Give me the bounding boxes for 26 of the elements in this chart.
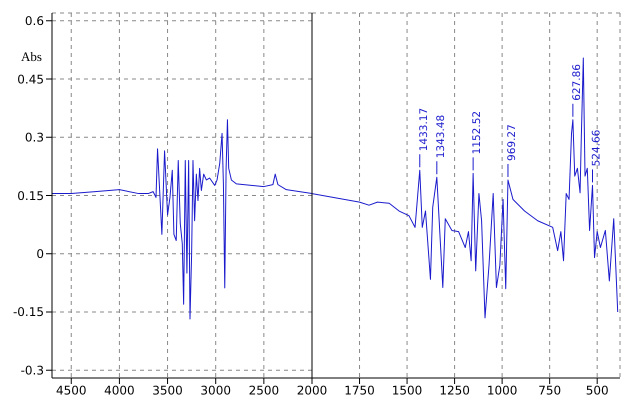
annotation: 969.27 xyxy=(506,124,518,161)
y-tick-label: 0 xyxy=(36,247,44,262)
y-tick-label: -0.3 xyxy=(20,363,44,378)
x-tick-label: 1500 xyxy=(392,384,422,398)
x-tick-label: 4000 xyxy=(104,384,135,398)
x-tick-label: 3000 xyxy=(200,384,231,398)
y-tick-label: 0.6 xyxy=(24,14,44,28)
y-tick-label: 0.15 xyxy=(17,188,44,203)
x-tick-label: 1750 xyxy=(344,384,375,398)
annotation: 1152.52 xyxy=(471,110,484,154)
x-tick-label: 2500 xyxy=(248,384,280,398)
y-tick-label: 0.3 xyxy=(24,130,44,145)
x-tick-label: 500 xyxy=(586,384,609,398)
x-tick-label: 1000 xyxy=(486,384,518,398)
x-tick-label: 4500 xyxy=(56,384,87,398)
x-tick-label: 2000 xyxy=(296,384,328,398)
annotation: 627.86 xyxy=(570,64,583,101)
annotation: 1343.48 xyxy=(434,114,447,158)
annotation: 1433.17 xyxy=(418,108,430,152)
y-tick-label: -0.15 xyxy=(12,305,44,320)
x-tick-label: 3500 xyxy=(152,384,183,398)
y-tick-label: 0.45 xyxy=(17,72,44,86)
x-tick-label: 1250 xyxy=(439,384,470,398)
annotation: 524.66 xyxy=(590,129,602,166)
x-tick-label: 750 xyxy=(538,384,562,398)
y-axis-title: Abs xyxy=(21,49,42,64)
